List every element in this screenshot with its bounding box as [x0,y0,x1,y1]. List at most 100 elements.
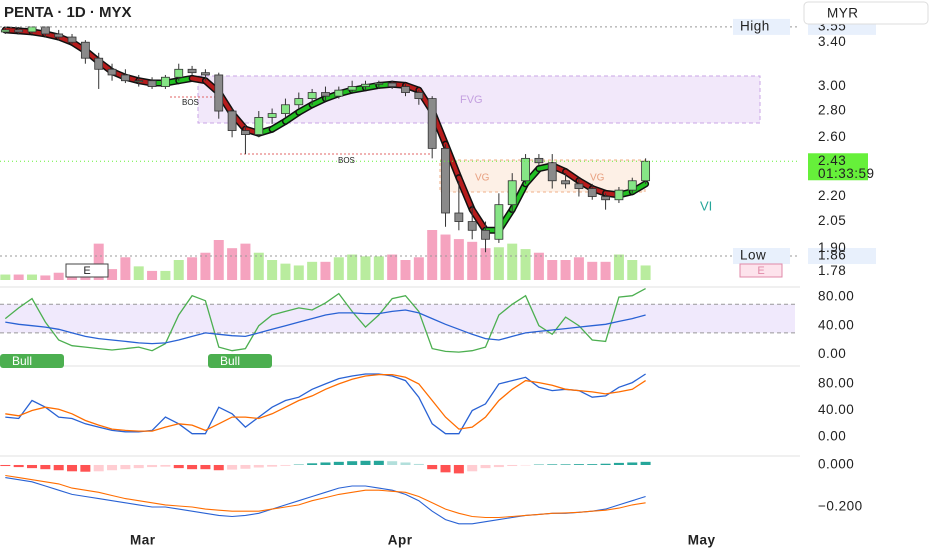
y-tick-label: 1.90 [818,240,846,255]
annotation: E [757,265,764,277]
candle-body [561,180,570,185]
volume-bar [387,254,398,280]
volume-bar [187,257,198,280]
candle-body [321,92,330,97]
level-label: High [740,18,770,33]
volume-bar [200,252,211,280]
histogram-bar [307,463,318,465]
volume-bar [240,243,251,280]
candle-body [67,36,77,43]
chart-title: PENTA · 1D · MYX [4,4,132,21]
volume-bar [40,275,51,280]
candle-body [574,183,584,189]
candle-body [521,157,530,182]
ma-segment [510,181,528,212]
volume-bar [587,261,598,280]
volume-bar [520,249,531,280]
candle-body [587,188,597,197]
series-line [5,474,646,519]
signal-label-box [208,354,272,368]
annotation: BOS [338,156,355,165]
candle-body [641,160,651,182]
candle-body [201,72,210,76]
histogram-bar [640,461,651,465]
candle-body [0,29,10,33]
candle-body [80,41,90,59]
candle-body [227,110,237,131]
volume-bar [440,234,451,280]
level-label-box [733,18,790,35]
candle-body [94,57,104,70]
volume-bar [253,252,264,280]
histogram-bar [467,464,478,472]
currency[interactable]: MYR [827,6,859,21]
histogram-bar [427,464,438,470]
y-tick-label: 2.20 [818,188,846,203]
volume-bar [493,247,504,280]
volume-bar [600,261,611,280]
volume-bar [547,260,558,280]
annotation: FVG [460,94,483,106]
band [0,304,795,333]
axis-label-box [808,248,876,265]
histogram-bar [40,464,51,470]
signal-label: Bull [12,354,32,368]
candle-body [374,82,384,85]
candle-body [294,98,304,106]
histogram-bar [507,464,518,467]
histogram-bar [80,464,91,472]
histogram-bar [227,464,238,470]
candle-body [507,180,517,206]
volume-bar [400,260,411,280]
x-tick-label: May [688,533,716,548]
volume-bar [640,265,651,280]
volume-bar [0,274,11,280]
y-tick-label: 2.60 [818,129,846,144]
histogram-bar [400,462,411,465]
y-tick-label: 0.00 [818,429,846,444]
volume-bar [53,272,64,280]
histogram-bar [547,464,558,465]
y-tick-label: 0.000 [818,457,854,472]
currency-box[interactable] [803,1,929,25]
candle-body [401,86,410,93]
candle-body [241,130,250,135]
candle-body [334,89,344,97]
candle-body [307,92,317,99]
y-tick-label: 2.80 [818,103,846,118]
histogram-bar [333,461,344,465]
level-label-box [733,248,790,265]
volume-bar [533,252,544,280]
histogram-bar [120,464,131,470]
histogram-bar [253,464,264,468]
annotation: VG [590,173,605,184]
histogram-bar [387,461,398,465]
volume-bar [413,257,424,280]
candle-body [134,80,144,83]
annotation: VG [475,173,490,184]
histogram-bar [160,464,171,467]
candle-body [187,68,197,74]
level-label: Low [740,248,766,263]
histogram-bar [187,464,198,470]
histogram-bar [480,464,491,469]
volume-bar [120,257,131,280]
histogram-bar [560,464,571,465]
histogram-bar [413,463,424,465]
volume-bar [13,274,24,280]
candle-body [361,83,370,87]
axis-value: 1.86 [818,248,846,263]
candle-body [40,26,50,35]
candle-body [601,196,610,201]
y-tick-label: 2.05 [818,213,846,228]
y-tick-label: 40.00 [818,402,854,417]
y-tick-label: 1.78 [818,263,846,278]
histogram-bar [453,464,464,474]
series-line [5,373,646,432]
y-tick-label: 3.40 [818,34,846,49]
candle-body [547,162,557,182]
candle-body [174,68,184,78]
candle-body [627,180,637,191]
volume-bar [107,269,118,280]
x-tick-label: Mar [130,533,156,548]
